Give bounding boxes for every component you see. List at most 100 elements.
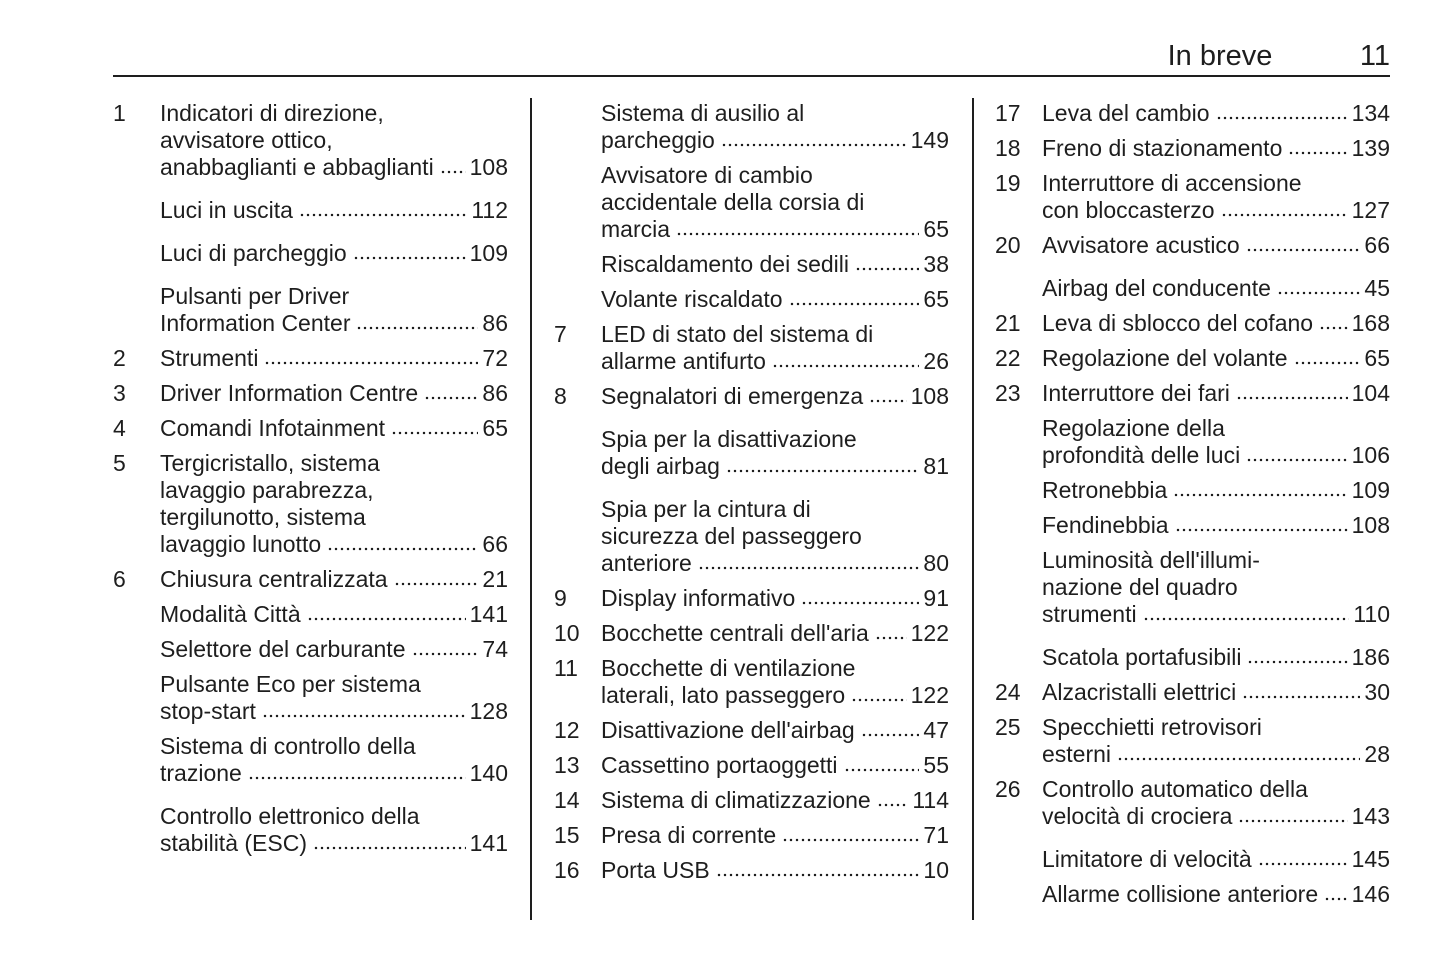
entry-line: Fendinebbia 108	[1042, 512, 1390, 539]
entry-line: Limitatore di velocità 145	[1042, 846, 1390, 873]
index-entry: Fendinebbia 108	[1042, 512, 1390, 539]
entry-text: esterni	[1042, 741, 1112, 767]
entry-page: 72	[482, 345, 508, 371]
entry-number: 23	[995, 380, 1021, 406]
index-entry: Limitatore di velocità 145	[1042, 846, 1390, 873]
entry-line: Leva del cambio 134	[1042, 100, 1390, 127]
leader-dots	[411, 649, 479, 657]
entry-line: stop-start 128	[160, 698, 508, 725]
entry-page: 65	[923, 286, 949, 312]
entry-line: Riscaldamento dei sedili 38	[601, 251, 949, 278]
entry-number: 21	[995, 310, 1021, 336]
leader-dots	[1235, 393, 1348, 401]
entry-text: Luminosità dell'illumi-	[1042, 547, 1260, 573]
entry-page: 71	[923, 822, 949, 848]
entry-line: Porta USB 10	[601, 857, 949, 884]
entry-page: 168	[1351, 310, 1390, 336]
index-column: Sistema di ausilio al parcheggio 149 Avvisa…	[554, 100, 949, 884]
entry-text: Pulsante Eco per sistema	[160, 671, 421, 697]
entry-line: degli airbag 81	[601, 453, 949, 480]
entry-text: stop-start	[160, 698, 256, 724]
index-entry: Volante riscaldato 65	[601, 286, 949, 313]
index-entry: 10 Bocchette centrali dell'aria 122	[554, 620, 949, 647]
entry-page: 65	[923, 216, 949, 242]
index-entry: Spia per la cintura di sicurezza del pass…	[601, 496, 949, 577]
index-entry: 26 Controllo automatico della velocità di …	[995, 776, 1390, 830]
entry-text: Luci in uscita	[160, 197, 293, 223]
leader-dots	[1293, 358, 1361, 366]
leader-dots	[876, 800, 909, 808]
entry-text: profondità delle luci	[1042, 442, 1241, 468]
entry-text: Sistema di climatizzazione	[601, 787, 871, 813]
entry-line: Retronebbia 109	[1042, 477, 1390, 504]
leader-dots	[860, 730, 920, 738]
leader-dots	[1238, 816, 1348, 824]
entry-text: Modalità Città	[160, 601, 301, 627]
entry-number: 26	[995, 776, 1021, 802]
entry-text: Regolazione del volante	[1042, 345, 1288, 371]
entry-text: Alzacristalli elettrici	[1042, 679, 1237, 705]
entry-page: 109	[469, 240, 508, 266]
index-entry: 19 Interruttore di accensione con bloccast…	[995, 170, 1390, 224]
entry-number: 17	[995, 100, 1021, 126]
index-entry: 21 Leva di sblocco del cofano 168	[995, 310, 1390, 337]
entry-text: laterali, lato passeggero	[601, 682, 846, 708]
leader-dots	[247, 773, 466, 781]
leader-dots	[771, 361, 920, 369]
entry-number: 25	[995, 714, 1021, 740]
entry-page: 122	[910, 620, 949, 646]
entry-text: Controllo elettronico della	[160, 803, 420, 829]
entry-number: 14	[554, 787, 580, 813]
index-entry: 13 Cassettino portaoggetti 55	[554, 752, 949, 779]
leader-dots	[1142, 614, 1350, 622]
entry-text: Bocchette centrali dell'aria	[601, 620, 869, 646]
entry-line: anabbaglianti e abbaglianti 108	[160, 154, 508, 181]
entry-number: 5	[113, 450, 126, 476]
entry-line: Allarme collisione anteriore 146	[1042, 881, 1390, 908]
entry-text: Indicatori di direzione,	[160, 100, 384, 126]
leader-dots	[264, 358, 479, 366]
leader-dots	[801, 598, 920, 606]
entry-text: Cassettino portaoggetti	[601, 752, 838, 778]
leader-dots	[352, 253, 466, 261]
entry-text: degli airbag	[601, 453, 720, 479]
leader-dots	[869, 396, 907, 404]
entry-page: 110	[1353, 601, 1390, 627]
index-entry: 8 Segnalatori di emergenza 108	[554, 383, 949, 410]
entry-text: Limitatore di velocità	[1042, 846, 1252, 872]
entry-line: Information Center 86	[160, 310, 508, 337]
leader-dots	[1173, 490, 1348, 498]
index-entry: Pulsante Eco per sistema stop-start 128	[160, 671, 508, 725]
entry-text: Comandi Infotainment	[160, 415, 386, 441]
leader-dots	[843, 765, 920, 773]
entry-line: marcia 65	[601, 216, 949, 243]
entry-line: parcheggio 149	[601, 127, 949, 154]
leader-dots	[697, 563, 920, 571]
entry-text: Bocchette di ventilazione	[601, 655, 856, 681]
entry-line: Volante riscaldato 65	[601, 286, 949, 313]
entry-number: 13	[554, 752, 580, 778]
entry-line: allarme antifurto 26	[601, 348, 949, 375]
entry-line: Leva di sblocco del cofano 168	[1042, 310, 1390, 337]
leader-dots	[782, 835, 920, 843]
entry-text: Volante riscaldato	[601, 286, 783, 312]
leader-dots	[1288, 148, 1348, 156]
entry-line: Comandi Infotainment 65	[160, 415, 508, 442]
entry-line: con bloccasterzo 127	[1042, 197, 1390, 224]
entry-text: marcia	[601, 216, 671, 242]
index-entry: Luci in uscita 112	[160, 197, 508, 224]
entry-page: 127	[1351, 197, 1390, 223]
entry-text: stabilità (ESC)	[160, 830, 307, 856]
index-column: 17 Leva del cambio 134 18 Freno di stazionam…	[995, 100, 1390, 908]
entry-text: Spia per la disattivazione	[601, 426, 857, 452]
entry-number: 3	[113, 380, 126, 406]
index-entry: 5 Tergicristallo, sistema lavaggio parabre…	[113, 450, 508, 558]
index-entry: 22 Regolazione del volante 65	[995, 345, 1390, 372]
entry-number: 1	[113, 100, 126, 126]
entry-text: tergilunotto, sistema	[160, 504, 366, 530]
entry-page: 141	[469, 830, 508, 856]
entry-text: Specchietti retrovisori	[1042, 714, 1262, 740]
section-title: In breve	[1167, 40, 1273, 72]
entry-line: anteriore 80	[601, 550, 949, 577]
entry-page: 86	[482, 380, 508, 406]
